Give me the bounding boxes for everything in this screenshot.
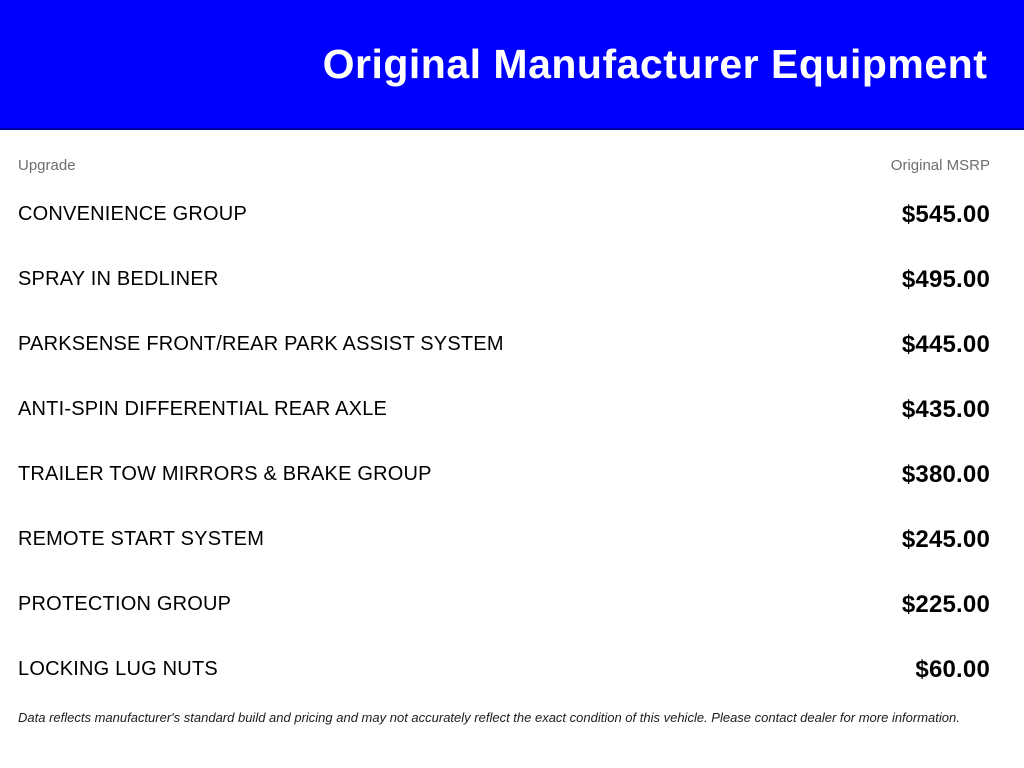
header-banner: Original Manufacturer Equipment <box>0 0 1024 130</box>
equipment-label: PROTECTION GROUP <box>18 593 232 615</box>
equipment-label: REMOTE START SYSTEM <box>18 528 265 550</box>
table-row: REMOTE START SYSTEM $245.00 <box>18 507 990 572</box>
equipment-rows: CONVENIENCE GROUP $545.00 SPRAY IN BEDLI… <box>18 182 990 702</box>
column-header-upgrade: Upgrade <box>18 157 76 174</box>
column-header-original-msrp: Original MSRP <box>890 157 990 174</box>
equipment-label: PARKSENSE FRONT/REAR PARK ASSIST SYSTEM <box>18 333 504 355</box>
table-row: SPRAY IN BEDLINER $495.00 <box>18 247 990 312</box>
disclaimer-text: Data reflects manufacturer's standard bu… <box>18 710 960 725</box>
equipment-price: $495.00 <box>901 265 990 293</box>
equipment-price: $435.00 <box>901 395 990 423</box>
equipment-price: $245.00 <box>901 525 990 553</box>
table-column-header: Upgrade Original MSRP <box>18 130 990 182</box>
equipment-price: $445.00 <box>901 330 990 358</box>
table-row: LOCKING LUG NUTS $60.00 <box>18 637 990 702</box>
table-row: PROTECTION GROUP $225.00 <box>18 572 990 637</box>
equipment-label: SPRAY IN BEDLINER <box>18 268 219 290</box>
equipment-price: $545.00 <box>901 200 990 228</box>
equipment-label: CONVENIENCE GROUP <box>18 203 247 225</box>
equipment-label: ANTI-SPIN DIFFERENTIAL REAR AXLE <box>18 398 388 420</box>
equipment-sheet: Upgrade Original MSRP CONVENIENCE GROUP … <box>0 130 1024 725</box>
equipment-label: LOCKING LUG NUTS <box>18 658 218 680</box>
equipment-price: $225.00 <box>901 590 990 618</box>
table-row: CONVENIENCE GROUP $545.00 <box>18 182 990 247</box>
table-row: ANTI-SPIN DIFFERENTIAL REAR AXLE $435.00 <box>18 377 990 442</box>
page-title: Original Manufacturer Equipment <box>322 40 988 87</box>
equipment-label: TRAILER TOW MIRRORS & BRAKE GROUP <box>18 463 432 485</box>
equipment-price: $380.00 <box>901 460 990 488</box>
table-row: PARKSENSE FRONT/REAR PARK ASSIST SYSTEM … <box>18 312 990 377</box>
equipment-price: $60.00 <box>915 655 990 683</box>
table-row: TRAILER TOW MIRRORS & BRAKE GROUP $380.0… <box>18 442 990 507</box>
